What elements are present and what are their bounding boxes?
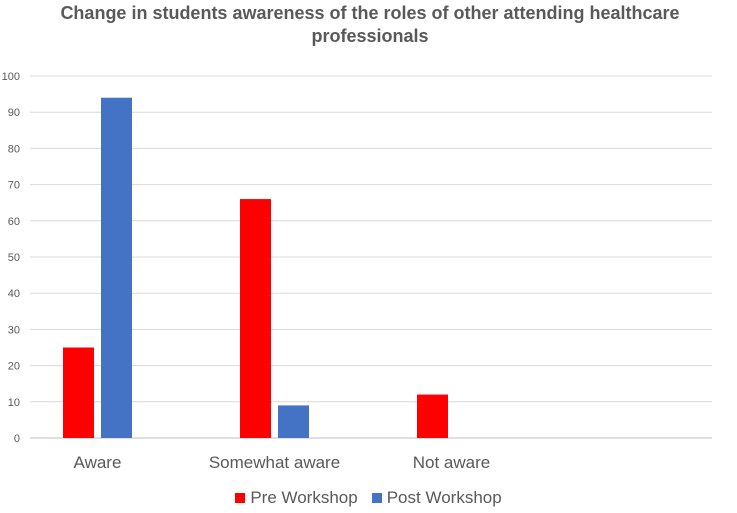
- bar-pre-workshop-somewhat-aware: [240, 199, 271, 438]
- x-category-label: Somewhat aware: [209, 453, 340, 472]
- y-tick-label: 40: [8, 288, 20, 300]
- x-category-label: Not aware: [413, 453, 490, 472]
- y-tick-label: 70: [8, 180, 20, 192]
- y-tick-label: 60: [8, 216, 20, 228]
- bar-pre-workshop-aware: [63, 347, 94, 438]
- y-tick-label: 90: [8, 107, 20, 119]
- y-tick-label: 100: [2, 71, 20, 83]
- legend-label: Pre Workshop: [250, 488, 358, 507]
- legend-swatch: [371, 493, 382, 503]
- y-tick-label: 0: [14, 433, 20, 445]
- bar-post-workshop-somewhat-aware: [278, 405, 309, 438]
- legend-label: Post Workshop: [386, 488, 502, 507]
- y-axis-ticks: 0 10 20 30 40 50 60 70 80 90 100: [2, 71, 20, 445]
- y-tick-label: 80: [8, 143, 20, 155]
- chart-title: Change in students awareness of the role…: [60, 3, 680, 46]
- y-tick-label: 50: [8, 252, 20, 264]
- bar-pre-workshop-not-aware: [417, 394, 448, 438]
- legend-item: Pre Workshop: [235, 488, 358, 508]
- legend-item: Post Workshop: [371, 488, 502, 508]
- bar-post-workshop-aware: [101, 97, 132, 438]
- legend-swatch: [235, 493, 246, 503]
- bars: [63, 97, 448, 438]
- bar-chart: 0 10 20 30 40 50 60 70 80 90 100 Aware Somewhat awa…: [2, 71, 712, 472]
- y-tick-label: 20: [8, 361, 20, 373]
- y-tick-label: 10: [8, 397, 20, 409]
- x-axis-categories: Aware Somewhat aware Not aware: [74, 453, 491, 472]
- x-category-label: Aware: [74, 453, 122, 472]
- legend: Pre Workshop Post Workshop: [0, 488, 737, 508]
- y-tick-label: 30: [8, 324, 20, 336]
- gridlines: [30, 75, 712, 439]
